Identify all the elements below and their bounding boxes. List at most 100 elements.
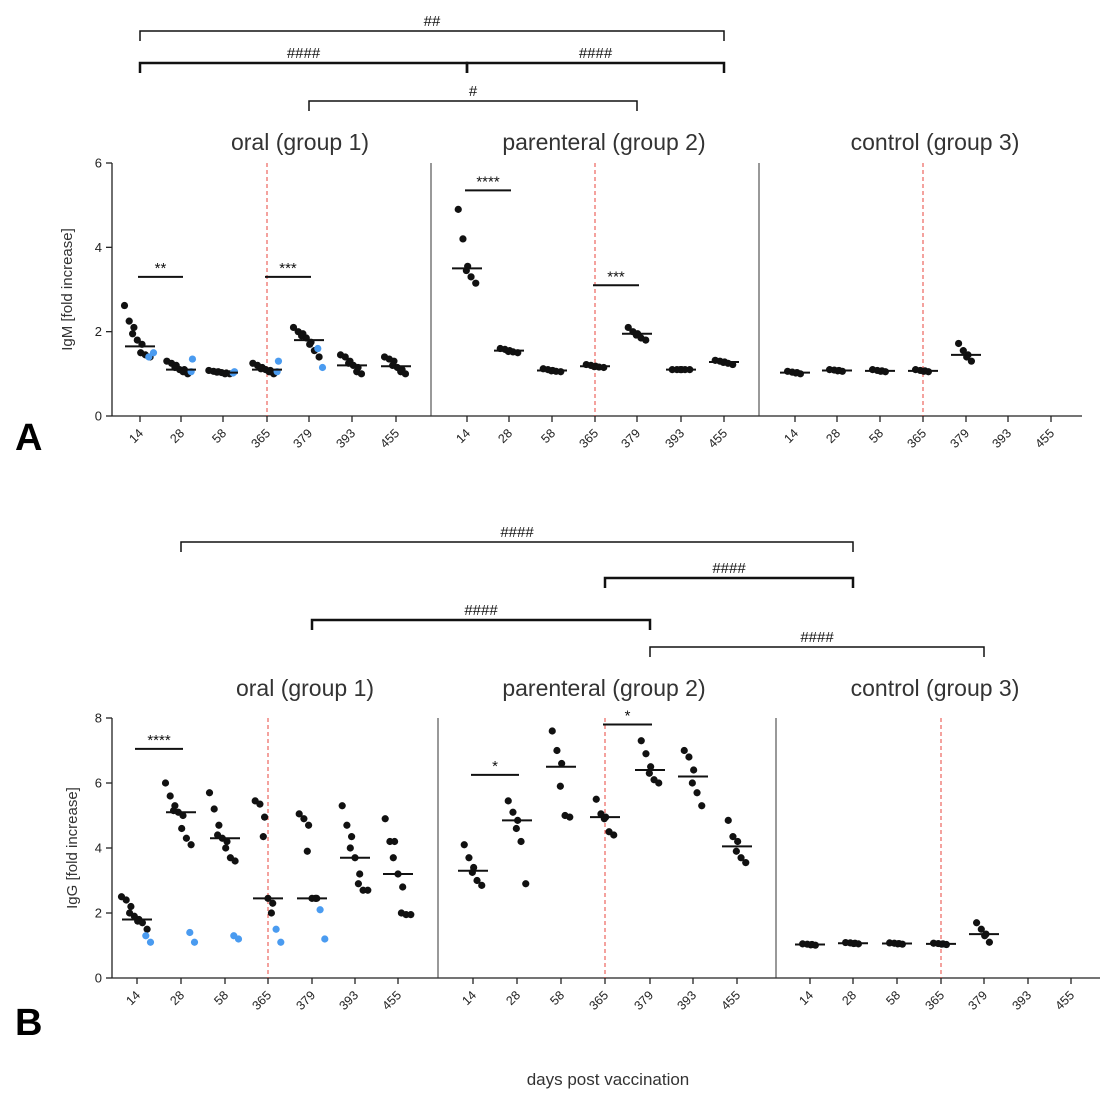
data-point	[645, 769, 653, 777]
data-point	[680, 746, 688, 755]
y-tick-label: 6	[95, 776, 102, 791]
comparison-bracket	[465, 61, 726, 73]
data-point	[977, 925, 985, 933]
data-point	[161, 779, 170, 787]
data-point	[166, 792, 174, 800]
comparison-label: ####	[712, 560, 746, 577]
data-point	[724, 816, 732, 824]
data-point	[553, 746, 561, 755]
significance-label: *	[625, 708, 631, 725]
data-point	[688, 779, 696, 787]
data-point-blue	[272, 925, 280, 933]
y-tick-label: 4	[95, 240, 102, 255]
x-tick-label: 455	[1052, 988, 1077, 1013]
data-point	[734, 837, 742, 846]
data-point	[473, 876, 481, 885]
data-point	[973, 919, 981, 927]
data-point	[690, 766, 698, 774]
x-tick-label: 365	[904, 426, 929, 451]
x-tick-label: 14	[459, 988, 479, 1008]
data-point-blue	[234, 935, 243, 943]
data-point	[465, 854, 473, 862]
x-tick-label: 28	[823, 426, 843, 446]
data-point	[178, 824, 186, 833]
data-point	[354, 880, 362, 888]
x-tick-label: 58	[866, 426, 886, 446]
data-point	[346, 844, 354, 852]
data-point	[348, 833, 356, 841]
data-point	[389, 854, 397, 862]
x-tick-label: 379	[631, 988, 656, 1013]
x-tick-label: 455	[377, 426, 402, 451]
data-point	[737, 854, 745, 862]
data-point	[303, 847, 311, 855]
panel-label: A	[15, 417, 42, 459]
x-tick-label: 379	[947, 426, 972, 451]
data-point	[407, 911, 415, 919]
data-point-blue	[149, 349, 158, 357]
data-point	[401, 370, 410, 378]
group-title: parenteral (group 2)	[502, 129, 705, 155]
data-point	[399, 883, 407, 891]
data-point	[269, 899, 277, 907]
comparison-bracket	[310, 618, 652, 630]
data-point	[610, 831, 618, 839]
data-point	[592, 795, 600, 803]
panel-label: B	[15, 1002, 42, 1044]
comparison-label: #	[469, 83, 478, 100]
data-point	[341, 353, 349, 361]
y-tick-label: 0	[95, 971, 102, 986]
comparison-label: ####	[287, 45, 321, 62]
data-point	[467, 273, 475, 281]
data-point	[125, 317, 133, 325]
data-point	[130, 323, 138, 332]
data-point	[637, 737, 645, 745]
data-point	[122, 896, 130, 904]
data-point	[600, 363, 608, 372]
data-point	[315, 353, 323, 361]
group-title: parenteral (group 2)	[502, 675, 705, 701]
data-point	[364, 886, 372, 894]
y-tick-label: 6	[95, 156, 102, 171]
data-point-blue	[318, 363, 327, 372]
data-point	[742, 859, 750, 867]
data-point	[512, 824, 520, 833]
x-tick-label: 28	[503, 988, 523, 1008]
data-point	[729, 833, 737, 841]
x-tick-label: 455	[379, 988, 404, 1013]
data-point	[256, 800, 264, 808]
group-title: control (group 3)	[851, 129, 1020, 155]
y-tick-label: 2	[95, 324, 102, 339]
data-point	[182, 834, 190, 842]
group-title: oral (group 1)	[236, 675, 374, 701]
data-point-blue	[142, 932, 150, 940]
data-point	[120, 301, 129, 310]
x-tick-label: 28	[495, 426, 515, 446]
significance-label: ****	[476, 173, 500, 190]
group-title: control (group 3)	[851, 675, 1020, 701]
data-point-blue	[186, 928, 194, 937]
significance-label: ***	[279, 260, 297, 277]
x-tick-label: 365	[249, 988, 274, 1013]
comparison-bracket	[180, 541, 854, 552]
comparison-bracket	[138, 61, 469, 73]
data-point	[215, 821, 223, 829]
y-tick-label: 2	[95, 906, 102, 921]
x-tick-label: 455	[705, 426, 730, 451]
data-point-blue	[321, 935, 329, 943]
data-point	[305, 821, 313, 829]
data-point	[693, 789, 701, 797]
significance-label: **	[155, 260, 167, 277]
x-tick-label: 28	[167, 426, 187, 446]
data-point	[289, 323, 298, 332]
data-point-blue	[188, 355, 197, 363]
x-tick-label: 365	[586, 988, 611, 1013]
x-tick-label: 365	[922, 988, 947, 1013]
x-tick-label: 14	[781, 426, 801, 446]
data-point-blue	[274, 357, 283, 365]
comparison-label: ####	[579, 45, 613, 62]
data-point	[454, 205, 462, 213]
data-point	[391, 837, 399, 846]
data-point	[642, 336, 650, 344]
comparison-label: ####	[464, 602, 498, 619]
